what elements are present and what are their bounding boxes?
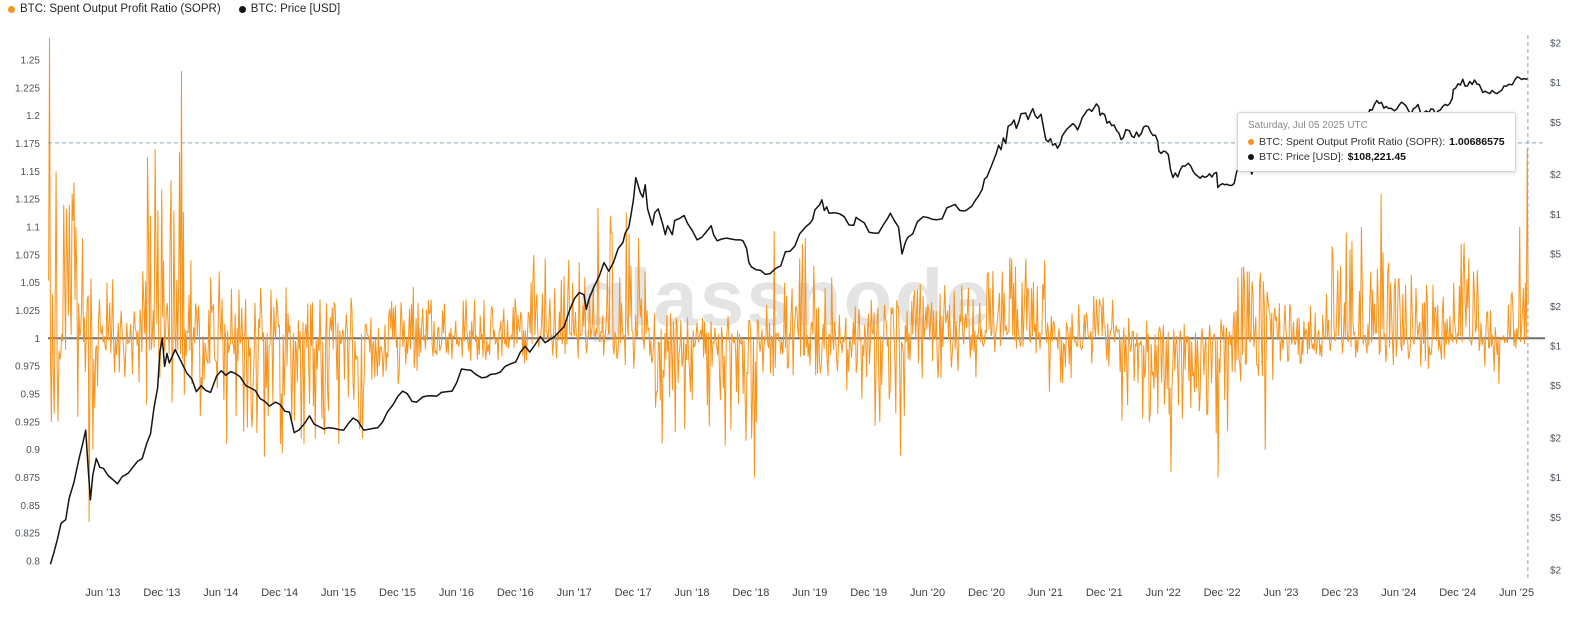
- right-axis-tick: $5: [1550, 250, 1562, 261]
- left-axis-tick: 1.15: [21, 167, 41, 178]
- x-axis-tick: Jun '20: [910, 587, 945, 599]
- x-axis-tick: Jun '17: [557, 587, 592, 599]
- x-axis-tick: Dec '20: [968, 587, 1005, 599]
- x-axis-tick: Jun '22: [1146, 587, 1181, 599]
- x-axis-tick: Jun '23: [1263, 587, 1298, 599]
- left-axis-tick: 0.925: [15, 417, 40, 428]
- right-axis-tick: $1: [1550, 342, 1562, 353]
- x-axis-tick: Jun '24: [1381, 587, 1416, 599]
- x-axis-tick: Dec '13: [143, 587, 180, 599]
- left-axis-tick: 1.05: [21, 278, 41, 289]
- x-axis-tick: Jun '14: [203, 587, 238, 599]
- tooltip-price-value: $108,221.45: [1347, 151, 1407, 163]
- right-axis-tick: $1: [1550, 210, 1562, 221]
- right-axis-tick: $5: [1550, 513, 1562, 524]
- x-axis-tick: Dec '23: [1321, 587, 1358, 599]
- right-axis-tick: $5: [1550, 118, 1562, 129]
- left-axis-tick: 0.975: [15, 362, 40, 373]
- left-axis-tick: 1.2: [26, 111, 40, 122]
- x-axis-tick: Dec '24: [1439, 587, 1476, 599]
- left-axis-tick: 0.825: [15, 529, 40, 540]
- left-axis-tick: 0.8: [26, 557, 40, 568]
- legend-item-sopr[interactable]: BTC: Spent Output Profit Ratio (SOPR): [8, 3, 221, 15]
- left-axis-tick: 0.875: [15, 473, 40, 484]
- legend-item-price[interactable]: BTC: Price [USD]: [238, 3, 341, 15]
- left-axis-tick: 1.175: [15, 139, 40, 150]
- left-axis-tick: 0.9: [26, 445, 40, 456]
- sopr-legend-label: BTC: Spent Output Profit Ratio (SOPR): [20, 3, 221, 15]
- left-axis-tick: 1.025: [15, 306, 40, 317]
- tooltip-sopr-label: BTC: Spent Output Profit Ratio (SOPR):: [1259, 136, 1446, 148]
- chart-tooltip: Saturday, Jul 05 2025 UTC BTC: Spent Out…: [1237, 112, 1516, 172]
- x-axis-tick: Dec '19: [850, 587, 887, 599]
- x-axis-tick: Dec '15: [379, 587, 416, 599]
- x-axis-tick: Jun '16: [439, 587, 474, 599]
- x-axis-tick: Dec '17: [615, 587, 652, 599]
- right-axis-tick: $2: [1550, 39, 1562, 50]
- right-axis-tick: $2: [1550, 170, 1562, 181]
- x-axis-tick: Dec '18: [732, 587, 769, 599]
- tooltip-price-dot-icon: [1248, 154, 1254, 160]
- x-axis-tick: Dec '14: [261, 587, 298, 599]
- left-axis-tick: 1.125: [15, 195, 40, 206]
- x-axis-tick: Jun '25: [1499, 587, 1534, 599]
- tooltip-sopr-value: 1.00686575: [1449, 136, 1505, 148]
- tooltip-sopr-dot-icon: [1248, 139, 1254, 145]
- price-legend-label: BTC: Price [USD]: [250, 3, 341, 15]
- sopr-legend-dot-icon: [8, 5, 15, 13]
- tooltip-row-price: BTC: Price [USD]: $108,221.45: [1248, 151, 1505, 163]
- tooltip-row-sopr: BTC: Spent Output Profit Ratio (SOPR): 1…: [1248, 136, 1505, 148]
- x-axis-tick: Dec '22: [1204, 587, 1241, 599]
- left-axis-tick: 1: [34, 334, 40, 345]
- left-axis-tick: 1.225: [15, 83, 40, 94]
- right-axis-tick: $2: [1550, 565, 1562, 576]
- left-axis-tick: 1.1: [26, 223, 40, 234]
- right-axis-tick: $1: [1550, 473, 1562, 484]
- x-axis-tick: Jun '13: [85, 587, 120, 599]
- left-axis-tick: 0.95: [21, 390, 41, 401]
- right-axis-tick: $2: [1550, 434, 1562, 445]
- x-axis-tick: Jun '15: [321, 587, 356, 599]
- right-axis-tick: $2: [1550, 302, 1562, 313]
- right-axis-tick: $5: [1550, 381, 1562, 392]
- left-axis-tick: 1.25: [21, 56, 41, 67]
- tooltip-date: Saturday, Jul 05 2025 UTC: [1248, 120, 1368, 131]
- left-axis-tick: 1.075: [15, 250, 40, 261]
- tooltip-price-label: BTC: Price [USD]:: [1259, 151, 1344, 163]
- right-axis-tick: $1: [1550, 78, 1562, 89]
- x-axis-tick: Jun '18: [674, 587, 709, 599]
- x-axis-tick: Dec '21: [1086, 587, 1123, 599]
- left-axis-tick: 0.85: [21, 501, 41, 512]
- legend: BTC: Spent Output Profit Ratio (SOPR) BT…: [8, 3, 340, 15]
- x-axis-tick: Jun '19: [792, 587, 827, 599]
- price-legend-dot-icon: [238, 5, 246, 13]
- sopr-series: [48, 37, 1529, 523]
- x-axis-tick: Dec '16: [497, 587, 534, 599]
- x-axis-tick: Jun '21: [1028, 587, 1063, 599]
